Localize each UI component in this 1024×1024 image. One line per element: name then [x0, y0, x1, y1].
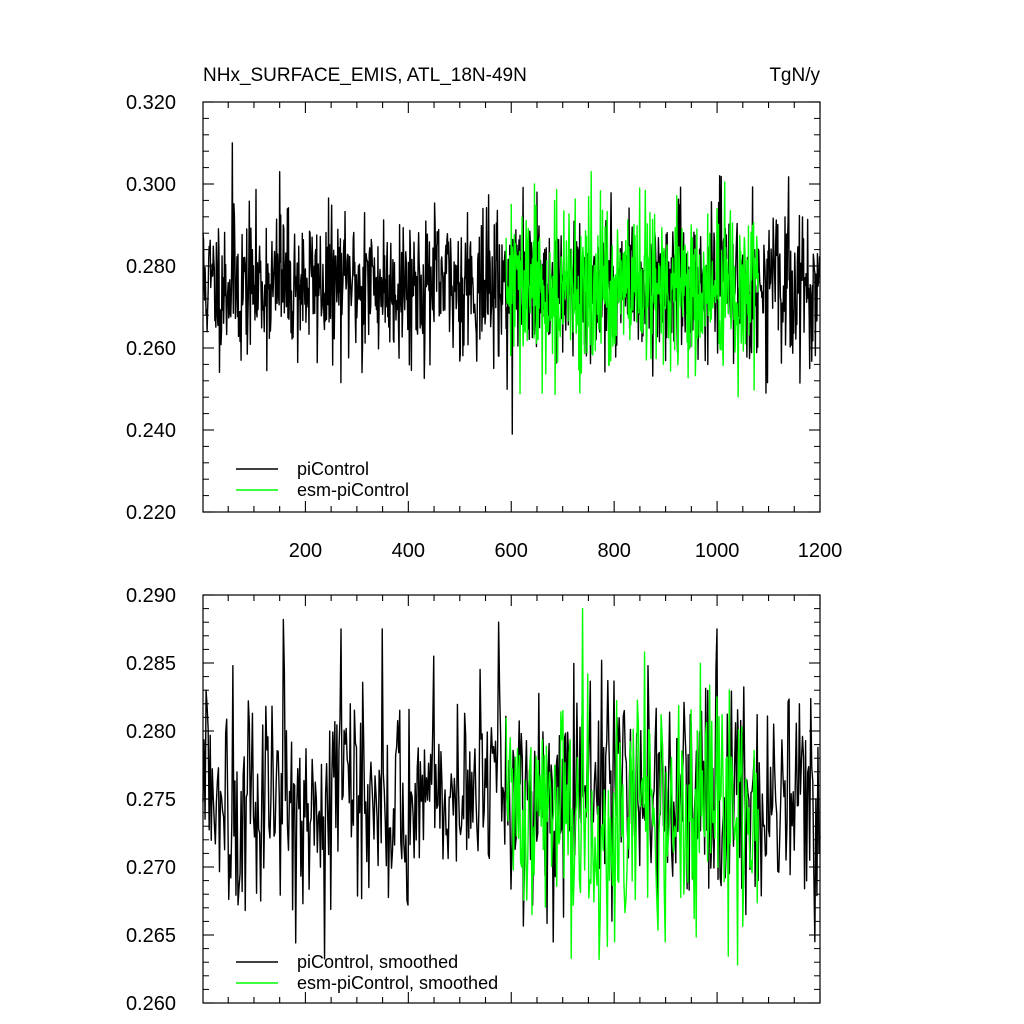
y-tick-label: 0.260: [126, 993, 176, 1015]
series-line-esm-picontrol: [505, 171, 759, 398]
y-tick-label: 0.240: [126, 420, 176, 442]
y-tick-label: 0.275: [126, 789, 176, 811]
x-tick-label: 1000: [695, 540, 740, 562]
x-tick-label: 600: [495, 540, 528, 562]
units-label: TgN/y: [769, 65, 820, 86]
x-tick-label: 200: [289, 540, 322, 562]
legend-label: esm-piControl, smoothed: [297, 973, 498, 993]
y-tick-label: 0.280: [126, 721, 176, 743]
y-tick-label: 0.265: [126, 925, 176, 947]
x-tick-label: 800: [597, 540, 630, 562]
y-tick-label: 0.220: [126, 502, 176, 524]
x-tick-label: 1200: [798, 540, 843, 562]
y-tick-label: 0.260: [126, 338, 176, 360]
y-tick-label: 0.320: [126, 92, 176, 114]
legend-label: esm-piControl: [297, 480, 409, 500]
y-tick-label: 0.270: [126, 857, 176, 879]
series-line-picontrol: [202, 618, 821, 960]
y-tick-label: 0.300: [126, 174, 176, 196]
top-panel: 0.220 0.240 0.260 0.280 0.300 0.320 200 400 600 8…: [126, 92, 842, 562]
chart-title: NHx_SURFACE_EMIS, ATL_18N-49N: [203, 65, 527, 86]
legend-label: piControl: [297, 459, 369, 479]
series-line-esm-picontrol: [505, 607, 759, 966]
y-tick-label: 0.280: [126, 256, 176, 278]
x-tick-label: 400: [392, 540, 425, 562]
y-tick-label: 0.290: [126, 585, 176, 607]
y-tick-label: 0.285: [126, 653, 176, 675]
bottom-panel: 0.260 0.265 0.270 0.275 0.280 0.285 0.290 piCon…: [126, 585, 821, 1015]
legend-label: piControl, smoothed: [297, 952, 458, 972]
